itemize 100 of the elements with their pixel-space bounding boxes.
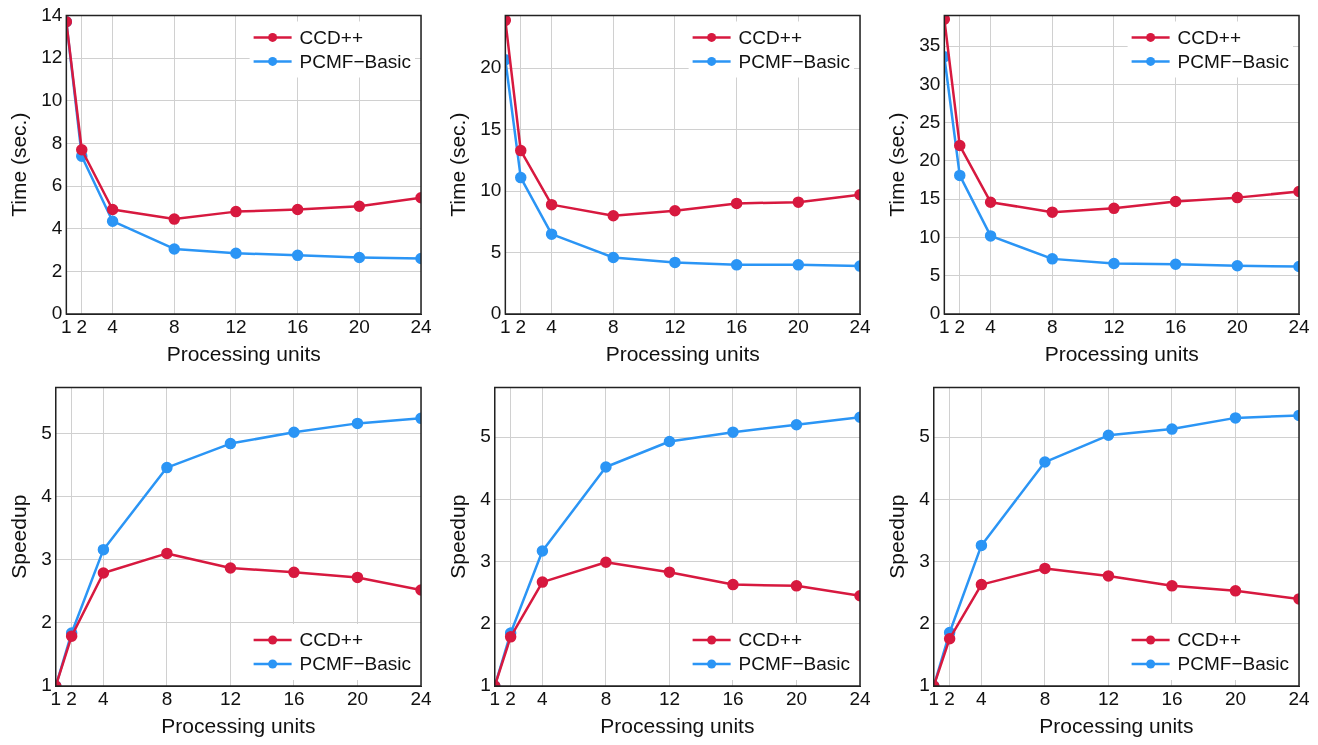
y-tick-label: 4 xyxy=(41,484,53,506)
point xyxy=(975,539,988,552)
y-axis-title: Time (sec.) xyxy=(446,112,470,217)
x-tick-label: 2 xyxy=(76,315,88,337)
point xyxy=(288,426,300,438)
y-axis-title: Speedup xyxy=(885,494,909,579)
point xyxy=(727,578,739,591)
x-tick-label: 12 xyxy=(664,315,686,337)
x-axis-title: Processing units xyxy=(600,714,755,738)
point xyxy=(536,545,549,557)
point xyxy=(224,437,237,450)
y-tick-label: 35 xyxy=(919,34,941,56)
point xyxy=(730,197,743,210)
point xyxy=(161,461,173,474)
x-axis-title: Processing units xyxy=(1044,342,1199,366)
point xyxy=(1046,206,1059,218)
x-tick-label: 4 xyxy=(985,315,997,337)
x-tick-label: 16 xyxy=(1161,687,1183,709)
point xyxy=(1231,191,1244,204)
x-tick-label: 12 xyxy=(225,315,247,337)
point xyxy=(353,200,366,213)
y-tick-label: 2 xyxy=(41,611,52,633)
x-axis-title: Processing units xyxy=(166,342,321,366)
point xyxy=(291,203,304,216)
point xyxy=(106,215,119,227)
point xyxy=(1229,412,1242,424)
x-tick-label: 12 xyxy=(219,687,242,709)
x-tick-label: 24 xyxy=(1288,687,1310,709)
point xyxy=(1102,429,1115,442)
legend-label: PCMF−Basic xyxy=(738,50,851,72)
point xyxy=(168,213,181,225)
y-tick-label: 4 xyxy=(919,487,931,509)
x-tick-label: 8 xyxy=(168,315,180,337)
x-tick-label: 16 xyxy=(287,315,309,337)
point xyxy=(545,228,558,240)
y-tick-label: 20 xyxy=(480,56,502,78)
point xyxy=(663,566,676,578)
y-tick-label: 5 xyxy=(919,425,930,447)
point xyxy=(504,631,517,643)
y-tick-label: 2 xyxy=(919,612,930,634)
y-tick-label: 14 xyxy=(41,3,63,25)
y-axis-title: Time (sec.) xyxy=(885,112,909,217)
x-tick-label: 16 xyxy=(1165,315,1187,337)
y-tick-label: 2 xyxy=(51,259,63,281)
x-tick-label: 4 xyxy=(546,315,558,337)
point xyxy=(975,578,988,591)
x-tick-label: 8 xyxy=(1046,315,1058,337)
point xyxy=(1102,570,1115,582)
legend-label: PCMF−Basic xyxy=(299,50,412,72)
y-tick-label: 6 xyxy=(51,174,63,196)
y-tick-label: 5 xyxy=(929,263,941,285)
point xyxy=(1169,258,1182,270)
y-tick-label: 10 xyxy=(41,88,63,110)
x-tick-label: 24 xyxy=(410,315,432,337)
y-tick-label: 15 xyxy=(919,187,941,209)
point xyxy=(76,144,88,156)
point xyxy=(515,144,527,157)
y-tick-label: 10 xyxy=(480,179,502,201)
point xyxy=(97,543,110,556)
point xyxy=(230,205,242,218)
point xyxy=(515,171,527,184)
point xyxy=(607,209,620,222)
legend-label: PCMF−Basic xyxy=(1177,50,1290,72)
point xyxy=(353,251,366,264)
point xyxy=(1108,202,1120,215)
y-tick-label: 5 xyxy=(41,421,52,443)
x-tick-label: 8 xyxy=(600,687,612,709)
y-tick-label: 8 xyxy=(51,131,63,153)
legend-label: CCD++ xyxy=(299,26,363,48)
point xyxy=(1046,253,1059,265)
point xyxy=(792,196,805,208)
point xyxy=(1039,456,1051,468)
point xyxy=(663,435,676,448)
point xyxy=(600,556,612,568)
y-tick-label: 3 xyxy=(919,549,930,571)
point xyxy=(669,205,681,217)
point xyxy=(954,139,966,152)
y-tick-label: 0 xyxy=(51,302,63,324)
point xyxy=(230,247,242,259)
y-tick-label: 0 xyxy=(490,302,502,324)
point xyxy=(536,576,549,588)
point xyxy=(1108,257,1120,270)
point xyxy=(1231,260,1244,272)
y-tick-label: 25 xyxy=(919,110,941,132)
x-tick-label: 2 xyxy=(515,315,527,337)
legend-label: PCMF−Basic xyxy=(1177,653,1290,675)
y-tick-label: 30 xyxy=(919,72,941,94)
legend-label: CCD++ xyxy=(1177,26,1241,48)
point xyxy=(790,580,803,592)
x-axis-title: Processing units xyxy=(161,714,316,738)
x-axis-title: Processing units xyxy=(605,342,760,366)
point xyxy=(669,256,681,269)
point xyxy=(1039,562,1051,575)
x-tick-label: 24 xyxy=(849,315,871,337)
legend-label: PCMF−Basic xyxy=(299,653,412,675)
x-tick-label: 20 xyxy=(1226,315,1248,337)
x-tick-label: 20 xyxy=(1224,687,1247,709)
point xyxy=(954,169,966,182)
x-tick-label: 2 xyxy=(944,687,955,709)
point xyxy=(1229,585,1242,597)
